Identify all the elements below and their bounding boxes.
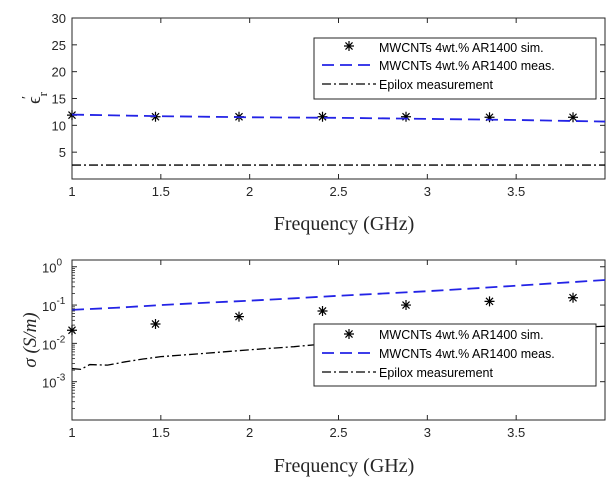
permittivity-legend-sim: MWCNTs 4wt.% AR1400 sim. (379, 41, 544, 55)
x-tick-label: 1.5 (152, 425, 170, 440)
conductivity-legend-sim: MWCNTs 4wt.% AR1400 sim. (379, 328, 544, 342)
y-tick-label: 10-3 (42, 373, 66, 391)
x-tick-label: 2.5 (329, 425, 347, 440)
permittivity-y-label-prime: ′ (20, 96, 35, 99)
y-tick-label: 25 (52, 38, 66, 53)
permittivity-legend-box (313, 37, 597, 100)
x-tick-label: 2 (246, 184, 253, 199)
permittivity-legend-epilox: Epilox measurement (379, 78, 493, 92)
x-tick-label: 2 (246, 425, 253, 440)
conductivity-sim-point (568, 292, 579, 303)
permittivity-y-axis-label: ϵr′ (20, 91, 50, 104)
y-tick-label: 10 (52, 118, 66, 133)
conductivity-y-ticks: 10-3 10-2 10-1 100 (42, 258, 605, 409)
y-tick-label: 30 (52, 11, 66, 26)
permittivity-sim-point (568, 112, 579, 123)
permittivity-sim-point (401, 111, 412, 122)
permittivity-y-label-subscript: r (35, 91, 50, 96)
permittivity-x-axis-label: Frequency (GHz) (274, 213, 415, 235)
permittivity-legend: MWCNTs 4wt.% AR1400 sim. MWCNTs 4wt.% AR… (313, 37, 597, 100)
conductivity-x-axis-label: Frequency (GHz) (274, 455, 415, 477)
x-tick-label: 3.5 (507, 184, 525, 199)
conductivity-x-ticks: 1 1.5 2 2.5 3 3.5 (68, 260, 525, 440)
permittivity-sim-point (317, 111, 328, 122)
x-tick-label: 1 (68, 184, 75, 199)
y-tick-label: 10-1 (42, 296, 66, 314)
conductivity-sim-point (234, 311, 245, 322)
x-tick-label: 1.5 (152, 184, 170, 199)
x-tick-label: 3 (424, 184, 431, 199)
y-tick-label: 20 (52, 65, 66, 80)
conductivity-sim-point (317, 305, 328, 316)
conductivity-sim-point (484, 296, 495, 307)
conductivity-legend: MWCNTs 4wt.% AR1400 sim. MWCNTs 4wt.% AR… (313, 323, 597, 387)
x-tick-label: 1 (68, 425, 75, 440)
permittivity-series (67, 110, 606, 166)
conductivity-series (67, 279, 606, 371)
y-tick-label: 5 (59, 145, 66, 160)
conductivity-epilox-line (71, 325, 606, 371)
conductivity-y-axis-label: σ (S/m) (20, 312, 41, 367)
permittivity-plot: 5 10 15 20 25 30 1 1.5 2 2.5 3 3.5 Frequency (GHz)… (20, 11, 606, 235)
permittivity-y-ticks: 5 10 15 20 25 30 (52, 11, 605, 160)
conductivity-plot: 10-3 10-2 10-1 100 1 1.5 2 2.5 3 3.5 Frequency (… (20, 258, 606, 477)
permittivity-x-ticks: 1 1.5 2 2.5 3 3.5 (68, 18, 525, 199)
x-tick-label: 3.5 (507, 425, 525, 440)
conductivity-sim-point (67, 325, 77, 336)
conductivity-legend-epilox: Epilox measurement (379, 366, 493, 380)
y-tick-label: 10-2 (42, 334, 66, 352)
x-tick-label: 2.5 (329, 184, 347, 199)
permittivity-sim-point (484, 112, 495, 123)
permittivity-y-label-symbol: ϵ (24, 96, 45, 104)
y-tick-label: 100 (42, 258, 62, 276)
x-tick-label: 3 (424, 425, 431, 440)
y-tick-label: 15 (52, 92, 66, 107)
conductivity-legend-box (313, 323, 597, 387)
permittivity-legend-sim-marker (344, 41, 354, 51)
conductivity-sim-point (401, 300, 412, 311)
conductivity-legend-sim-marker (344, 329, 354, 339)
conductivity-sim-point (150, 319, 161, 330)
conductivity-legend-meas: MWCNTs 4wt.% AR1400 meas. (379, 347, 555, 361)
permittivity-legend-meas: MWCNTs 4wt.% AR1400 meas. (379, 59, 555, 73)
